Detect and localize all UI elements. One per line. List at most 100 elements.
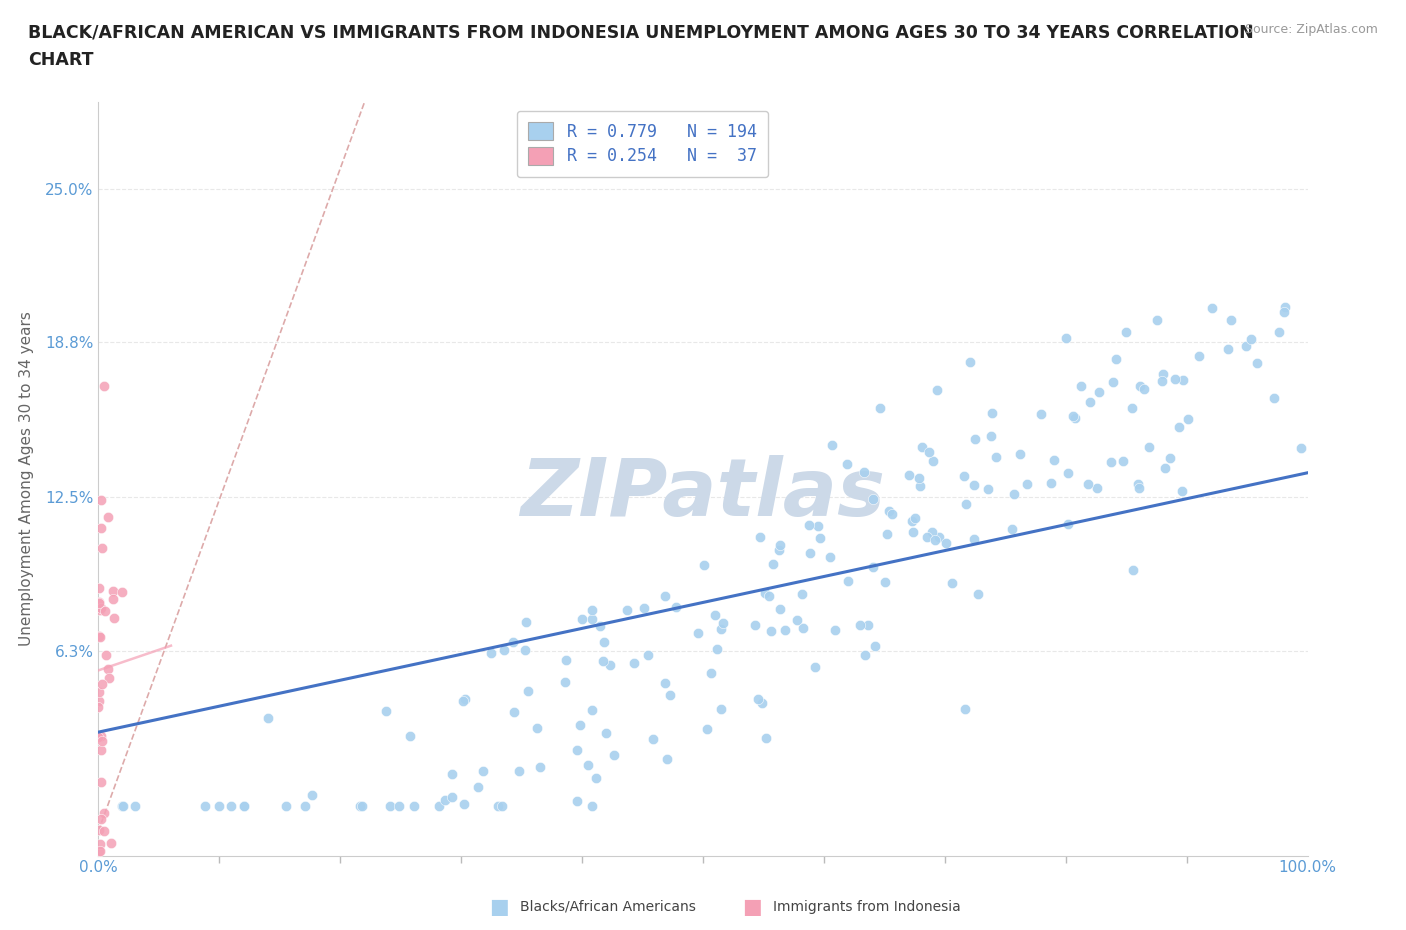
Point [1128, 481, 1150, 496]
Point [571, 612, 593, 627]
Point [1164, 372, 1187, 387]
Point [89, 844, 111, 858]
Point [623, 655, 645, 670]
Point [869, 401, 891, 416]
Point [90, 728, 112, 743]
Point [1234, 339, 1257, 353]
Point [1040, 475, 1063, 490]
Point [233, 799, 256, 814]
Point [89, 836, 111, 851]
Point [451, 694, 474, 709]
Point [91, 733, 114, 748]
Point [1167, 419, 1189, 434]
Point [744, 618, 766, 632]
Point [1216, 341, 1239, 356]
Point [959, 355, 981, 370]
Point [87, 699, 110, 714]
Point [1187, 349, 1209, 364]
Point [111, 799, 134, 814]
Point [90, 775, 112, 790]
Point [87, 595, 110, 610]
Point [1057, 516, 1080, 531]
Point [849, 618, 872, 632]
Point [87, 729, 110, 744]
Point [515, 643, 537, 658]
Point [976, 481, 998, 496]
Text: Blacks/African Americans: Blacks/African Americans [520, 899, 696, 914]
Point [908, 472, 931, 486]
Point [503, 704, 526, 719]
Point [103, 610, 125, 625]
Point [654, 589, 676, 604]
Point [111, 585, 134, 600]
Point [1054, 330, 1077, 345]
Point [593, 635, 616, 650]
Point [616, 602, 638, 617]
Point [769, 602, 792, 617]
Point [1137, 440, 1160, 455]
Point [87, 580, 110, 595]
Point [818, 550, 841, 565]
Point [1057, 465, 1080, 480]
Point [768, 542, 790, 557]
Point [89, 630, 111, 644]
Point [93, 379, 115, 393]
Point [90, 743, 112, 758]
Point [1029, 406, 1052, 421]
Point [581, 612, 603, 627]
Point [1112, 454, 1135, 469]
Point [981, 405, 1004, 420]
Point [301, 788, 323, 803]
Point [941, 576, 963, 591]
Point [904, 511, 927, 525]
Point [585, 770, 607, 785]
Point [799, 546, 821, 561]
Point [1078, 395, 1101, 410]
Point [595, 725, 617, 740]
Point [824, 622, 846, 637]
Point [880, 507, 903, 522]
Point [1064, 410, 1087, 425]
Point [516, 684, 538, 698]
Point [835, 457, 858, 472]
Point [388, 799, 411, 814]
Point [792, 621, 814, 636]
Point [955, 496, 977, 511]
Point [568, 718, 591, 733]
Point [755, 730, 778, 745]
Point [98, 671, 121, 686]
Point [665, 599, 688, 614]
Point [799, 518, 821, 533]
Point [1173, 373, 1195, 388]
Point [917, 445, 939, 459]
Point [696, 722, 718, 737]
Point [91, 676, 114, 691]
Point [494, 643, 516, 658]
Point [508, 764, 530, 778]
Point [1240, 332, 1263, 347]
Point [858, 618, 880, 633]
Point [592, 654, 614, 669]
Point [440, 790, 463, 804]
Point [581, 702, 603, 717]
Point [633, 600, 655, 615]
Point [1154, 460, 1177, 475]
Point [502, 635, 524, 650]
Point [101, 583, 124, 598]
Point [100, 836, 122, 851]
Point [486, 799, 509, 814]
Point [761, 556, 783, 571]
Point [900, 513, 922, 528]
Text: CHART: CHART [28, 51, 94, 69]
Point [769, 538, 792, 552]
Point [710, 701, 733, 716]
Text: Immigrants from Indonesia: Immigrants from Indonesia [773, 899, 962, 914]
Point [966, 586, 988, 601]
Point [219, 799, 242, 814]
Point [1122, 563, 1144, 578]
Point [754, 586, 776, 601]
Point [89, 693, 111, 708]
Point [1077, 476, 1099, 491]
Point [1150, 374, 1173, 389]
Point [491, 799, 513, 814]
